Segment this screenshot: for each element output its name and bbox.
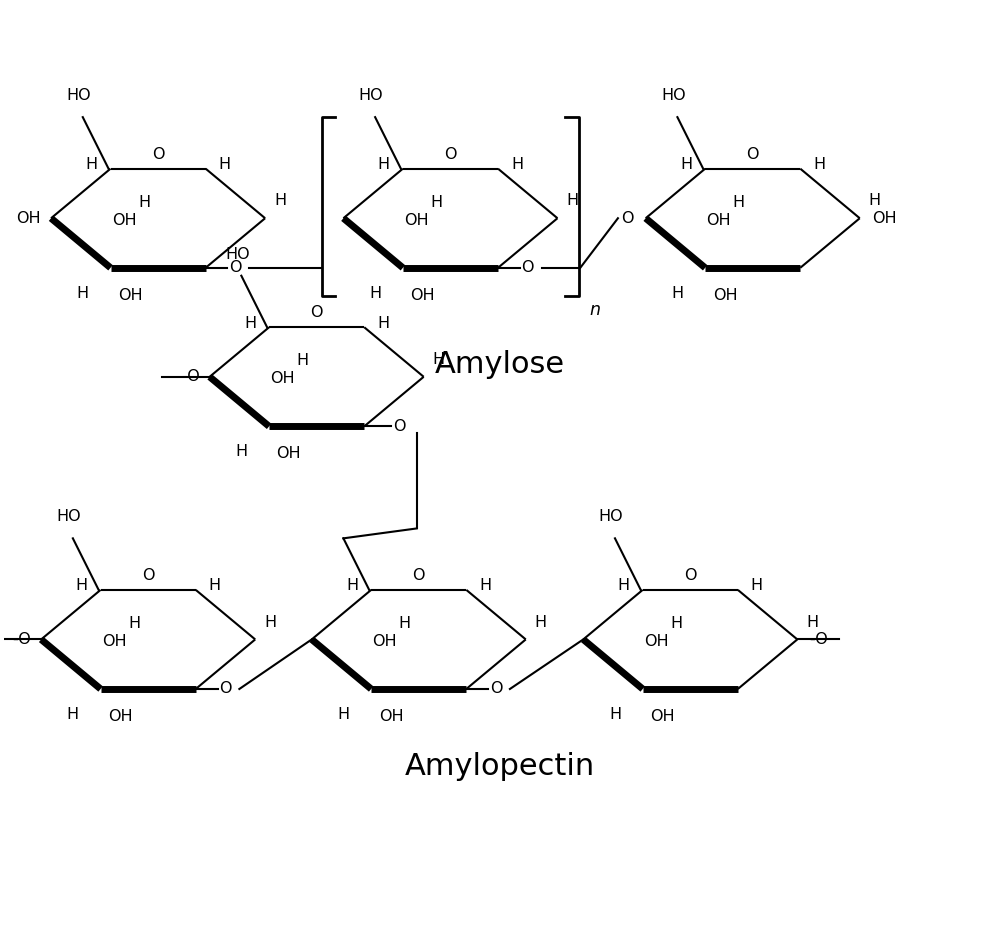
Text: H: H [751, 578, 763, 593]
Text: H: H [86, 157, 98, 172]
Text: OH: OH [112, 212, 136, 228]
Text: O: O [684, 568, 697, 583]
Text: H: H [369, 286, 381, 301]
Text: H: H [618, 578, 630, 593]
Text: H: H [670, 616, 682, 631]
Text: HO: HO [66, 88, 91, 103]
Text: HO: HO [57, 509, 81, 524]
Text: OH: OH [108, 708, 133, 723]
Text: HO: HO [225, 247, 250, 262]
Text: OH: OH [270, 371, 295, 386]
Text: H: H [733, 195, 745, 209]
Text: H: H [209, 578, 221, 593]
Text: H: H [535, 614, 547, 629]
Text: OH: OH [17, 210, 41, 225]
Text: HO: HO [599, 509, 623, 524]
Text: H: H [511, 157, 523, 172]
Text: H: H [67, 707, 79, 722]
Text: O: O [621, 210, 634, 225]
Text: H: H [337, 707, 349, 722]
Text: Amylose: Amylose [435, 350, 565, 380]
Text: O: O [219, 681, 232, 696]
Text: OH: OH [872, 210, 896, 225]
Text: O: O [393, 419, 405, 434]
Text: O: O [152, 147, 164, 162]
Text: O: O [746, 147, 759, 162]
Text: OH: OH [277, 446, 301, 461]
Text: H: H [244, 316, 256, 331]
Text: H: H [806, 614, 818, 629]
Text: O: O [490, 681, 502, 696]
Text: H: H [671, 286, 683, 301]
Text: H: H [138, 195, 150, 209]
Text: H: H [430, 195, 443, 209]
Text: n: n [589, 302, 600, 319]
Text: OH: OH [410, 288, 435, 303]
Text: O: O [229, 261, 242, 276]
Text: H: H [479, 578, 491, 593]
Text: H: H [609, 707, 621, 722]
Text: OH: OH [102, 634, 126, 649]
Text: -O: -O [12, 632, 31, 647]
Text: O: O [310, 305, 323, 320]
Text: O: O [142, 568, 154, 583]
Text: -O: -O [181, 370, 200, 385]
Text: OH: OH [404, 212, 429, 228]
Text: HO: HO [661, 88, 686, 103]
Text: O: O [412, 568, 425, 583]
Text: H: H [128, 616, 140, 631]
Text: OH: OH [644, 634, 668, 649]
Text: H: H [77, 286, 89, 301]
Text: H: H [378, 157, 390, 172]
Text: H: H [297, 354, 309, 369]
Text: H: H [76, 578, 88, 593]
Text: O: O [521, 261, 534, 276]
Text: Amylopectin: Amylopectin [405, 752, 595, 781]
Text: H: H [219, 157, 231, 172]
Text: H: H [377, 316, 389, 331]
Text: H: H [264, 614, 276, 629]
Text: HO: HO [359, 88, 383, 103]
Text: H: H [235, 444, 247, 459]
Text: OH: OH [379, 708, 403, 723]
Text: OH: OH [372, 634, 397, 649]
Text: H: H [566, 194, 579, 209]
Text: H: H [869, 194, 881, 209]
Text: OH: OH [713, 288, 737, 303]
Text: H: H [680, 157, 692, 172]
Text: H: H [274, 194, 286, 209]
Text: H: H [399, 616, 411, 631]
Text: OH: OH [118, 288, 143, 303]
Text: H: H [346, 578, 358, 593]
Text: O: O [444, 147, 457, 162]
Text: H: H [813, 157, 825, 172]
Text: -O: -O [809, 632, 828, 647]
Text: H: H [433, 352, 445, 367]
Text: OH: OH [706, 212, 731, 228]
Text: OH: OH [650, 708, 675, 723]
